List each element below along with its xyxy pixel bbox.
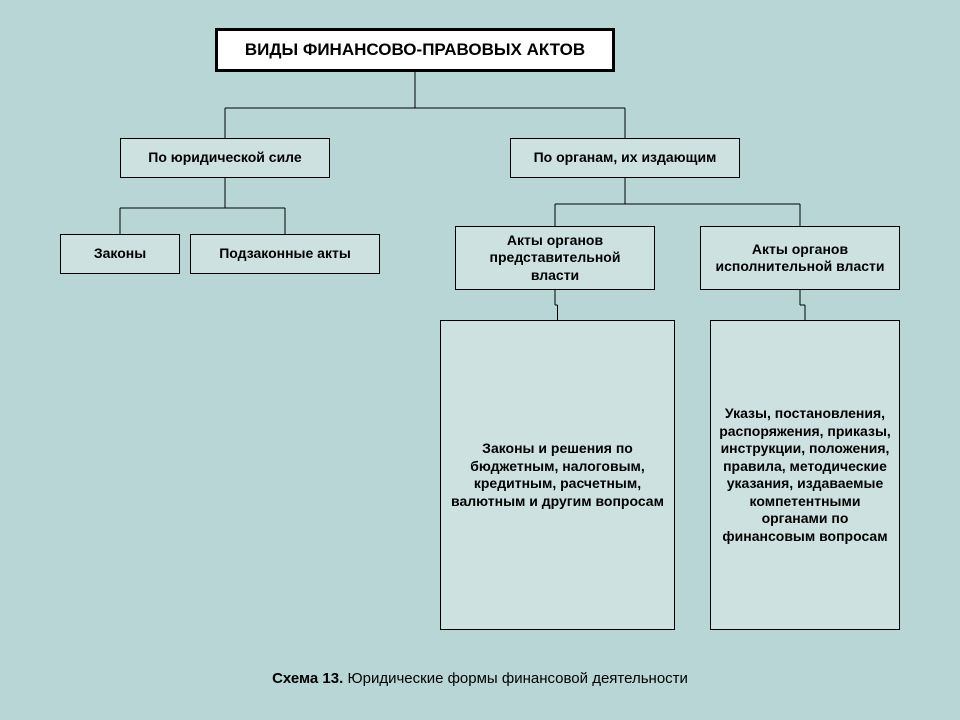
node-label: Акты органов представительной власти [464, 232, 646, 285]
node-label: Законы [94, 245, 146, 263]
figure-caption: Схема 13. Юридические формы финансовой д… [200, 670, 760, 687]
node-laws: Законы [60, 234, 180, 274]
node-representative-acts: Акты органов представительной власти [455, 226, 655, 290]
node-label: Акты органов исполнительной власти [709, 241, 891, 276]
node-executive-details: Указы, постановления, распоряжения, прик… [710, 320, 900, 630]
node-by-issuing-body: По органам, их издающим [510, 138, 740, 178]
caption-label: Схема 13. [272, 670, 343, 687]
node-label: Подзаконные акты [219, 245, 351, 263]
node-label: Указы, постановления, распоряжения, прик… [719, 405, 891, 545]
root-node-label: ВИДЫ ФИНАНСОВО-ПРАВОВЫХ АКТОВ [245, 39, 585, 60]
node-executive-acts: Акты органов исполнительной власти [700, 226, 900, 290]
node-label: По органам, их издающим [534, 149, 717, 167]
node-label: По юридической силе [148, 149, 301, 167]
caption-text: Юридические формы финансовой деятельност… [347, 670, 687, 687]
node-label: Законы и решения по бюджетным, налоговым… [449, 440, 666, 510]
root-node: ВИДЫ ФИНАНСОВО-ПРАВОВЫХ АКТОВ [215, 28, 615, 72]
node-sublaws: Подзаконные акты [190, 234, 380, 274]
node-representative-details: Законы и решения по бюджетным, налоговым… [440, 320, 675, 630]
node-by-legal-force: По юридической силе [120, 138, 330, 178]
